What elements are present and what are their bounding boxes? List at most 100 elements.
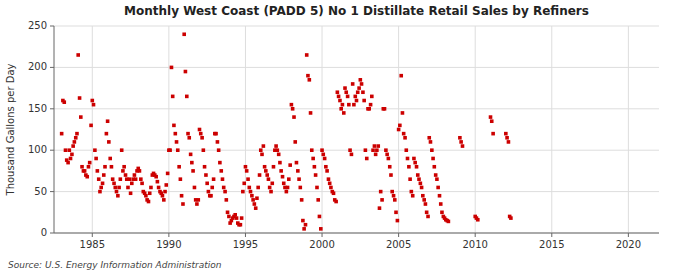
point [184,70,188,74]
point [203,165,207,169]
point [112,182,116,186]
y-grid-line [54,150,659,151]
point [491,132,495,136]
x-axis-line [54,233,659,234]
point [189,153,193,157]
point [69,157,73,161]
point [365,157,369,161]
point [121,169,125,173]
y-tick-label: 150 [28,103,47,114]
x-tick [551,233,552,237]
point [328,182,332,186]
point [435,177,439,181]
y-grid-line [54,67,659,68]
point [403,136,407,140]
point [120,148,124,152]
point [207,190,211,194]
x-grid-line [92,26,93,233]
y-grid-line [54,26,659,27]
point [281,175,285,179]
point [385,153,389,157]
point [387,157,391,161]
point [101,182,105,186]
point [332,191,336,195]
point [157,186,161,190]
point [308,78,312,82]
point [239,223,243,227]
point [364,148,368,152]
point [433,165,437,169]
point [85,175,89,179]
point [286,186,290,190]
point [338,99,342,103]
point [138,169,142,173]
point [124,173,128,177]
point [90,99,94,103]
point [87,165,91,169]
point [106,119,110,123]
point [288,163,292,167]
x-tick [398,233,399,237]
point [198,128,202,132]
point [297,177,301,181]
point [66,161,70,165]
point [60,132,64,136]
point [259,148,263,152]
point [421,194,425,198]
point [272,165,276,169]
y-tick [50,26,54,27]
point [97,177,101,181]
y-grid-line [54,233,659,234]
x-tick-label: 2005 [386,239,411,250]
y-tick [50,150,54,151]
point [392,194,396,198]
x-tick-label: 1985 [80,239,105,250]
point [327,177,331,181]
point [134,177,138,181]
point [214,132,218,136]
x-tick-label: 2000 [309,239,334,250]
point [282,182,286,186]
grid [54,26,659,233]
point [128,177,132,181]
point [250,194,254,198]
point [339,107,343,111]
x-grid-line [245,26,246,233]
point [412,157,416,161]
point [318,215,322,219]
point [269,190,273,194]
point [130,182,134,186]
point [105,132,109,136]
point [279,169,283,173]
point [304,223,308,227]
point [461,144,465,148]
point [336,90,340,94]
point [212,177,216,181]
point [71,144,75,148]
point [367,107,371,111]
x-tick-label: 2010 [462,239,487,250]
point [202,148,206,152]
point [509,216,513,220]
point [172,124,176,128]
point [384,148,388,152]
point [247,186,251,190]
point [233,213,237,217]
point [476,218,480,222]
point [300,198,304,202]
point [416,173,420,177]
point [274,144,278,148]
point [277,153,281,157]
point [76,53,80,57]
point [148,191,152,195]
y-axis-line [54,26,55,233]
point [126,186,130,190]
point [245,169,249,173]
point [376,144,380,148]
y-tick [50,108,54,109]
point [373,144,377,148]
point [110,165,114,169]
point [347,103,351,107]
point [396,219,400,223]
point [129,191,133,195]
